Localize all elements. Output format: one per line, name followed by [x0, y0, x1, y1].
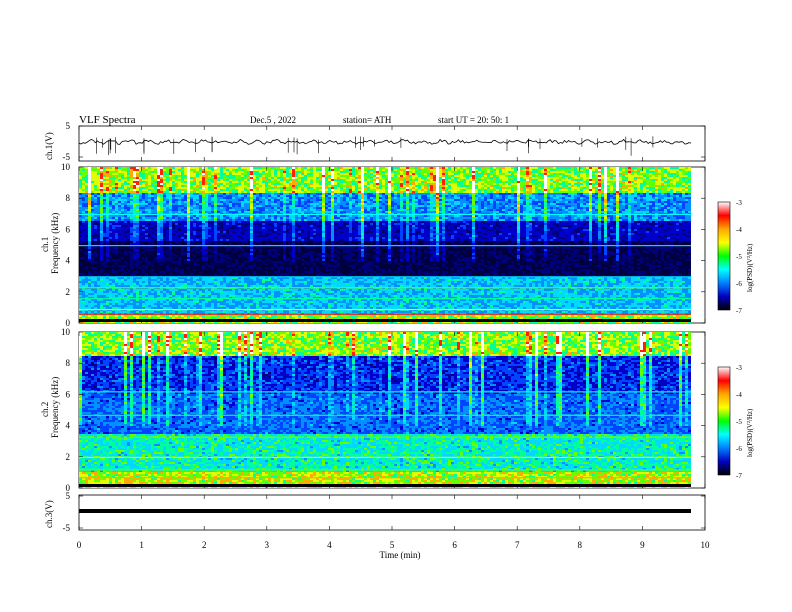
ch1-colorbar-tick-label: -7 — [736, 307, 742, 315]
ch2-spectrogram-ytick-label: 0 — [66, 483, 71, 493]
ch2-spectrogram-ylabel-frequency: Frequency (kHz) — [50, 377, 60, 438]
ch1-spectrogram-ytick-label: 2 — [66, 287, 71, 297]
x-tick-label: 7 — [515, 540, 520, 550]
ch2-colorbar-tick-label: -7 — [736, 472, 742, 480]
x-tick-label: 8 — [578, 540, 583, 550]
ch2-spectrogram-ytick-label: 6 — [66, 389, 71, 399]
ch1-waveform-line — [78, 138, 692, 145]
ch2-colorbar-tick-label: -6 — [736, 445, 742, 453]
ch2-colorbar-tick-label: -4 — [736, 391, 742, 399]
ch1-colorbar-label: log(PSD)(V²/Hz) — [746, 243, 754, 292]
ch2-colorbar-label: log(PSD)(V²/Hz) — [746, 408, 754, 457]
date-label: Dec.5 , 2022 — [250, 115, 296, 125]
ch1-waveform-frame — [78, 125, 706, 162]
ch1-spectrogram-ytick-label: 4 — [66, 256, 71, 266]
ch2-colorbar-tick-label: -3 — [736, 364, 742, 372]
ch1-colorbar-tick-label: -6 — [736, 280, 742, 288]
x-tick-label: 0 — [77, 540, 82, 550]
ch3-waveform-ylabel: ch.3(V) — [44, 500, 54, 528]
ch2-colorbar-tick-label: -5 — [736, 418, 742, 426]
ch1-spectrogram-ytick-label: 6 — [66, 224, 71, 234]
figure-title: VLF Spectra — [79, 114, 136, 126]
x-tick-label: 9 — [640, 540, 645, 550]
ch3-waveform-ytick-label: 5 — [66, 491, 71, 501]
ch1-waveform-ytick-label: -5 — [63, 152, 71, 162]
x-tick-label: 10 — [701, 540, 711, 550]
ch1-colorbar — [717, 201, 731, 311]
ch1-colorbar-tick-label: -3 — [736, 199, 742, 207]
x-tick-label: 3 — [265, 540, 270, 550]
ch1-colorbar-tick-label: -5 — [736, 253, 742, 261]
ch1-spectrogram-ylabel-frequency: Frequency (kHz) — [50, 213, 60, 274]
x-tick-label: 2 — [202, 540, 207, 550]
ch2-spectrogram-ytick-label: 2 — [66, 452, 71, 462]
x-tick-label: 4 — [327, 540, 332, 550]
ch2-spectrogram-ytick-label: 10 — [61, 327, 71, 337]
x-tick-label: 6 — [452, 540, 457, 550]
ch2-spectrogram-ytick-label: 4 — [66, 421, 71, 431]
ch1-waveform-ytick-label: 5 — [66, 121, 71, 131]
ch2-colorbar — [717, 366, 731, 476]
ch1-colorbar-tick-label: -4 — [736, 226, 742, 234]
ch1-spectrogram-ytick-label: 8 — [66, 193, 71, 203]
ch3-waveform-ytick-label: -5 — [63, 523, 71, 533]
ch3-waveform-band — [79, 509, 691, 513]
station-label: station= ATH — [343, 115, 392, 125]
ch1-spectrogram-image — [79, 167, 691, 323]
ch2-spectrogram-ylabel-channel: ch.2 — [40, 402, 50, 417]
ch2-spectrogram-image — [79, 332, 691, 488]
ch2-spectrogram-ytick-label: 8 — [66, 358, 71, 368]
ch1-waveform-ylabel: ch.1(V) — [44, 132, 54, 160]
ch1-spectrogram-ytick-label: 10 — [61, 162, 71, 172]
ch1-waveform-spikes — [96, 136, 654, 156]
x-tick-label: 5 — [390, 540, 395, 550]
ch1-spectrogram-ylabel-channel: ch.1 — [40, 237, 50, 252]
start-time-label: start UT = 20: 50: 1 — [438, 115, 509, 125]
ch1-spectrogram-ytick-label: 0 — [66, 318, 71, 328]
x-axis-label: Time (min) — [380, 550, 421, 560]
x-tick-label: 1 — [139, 540, 144, 550]
